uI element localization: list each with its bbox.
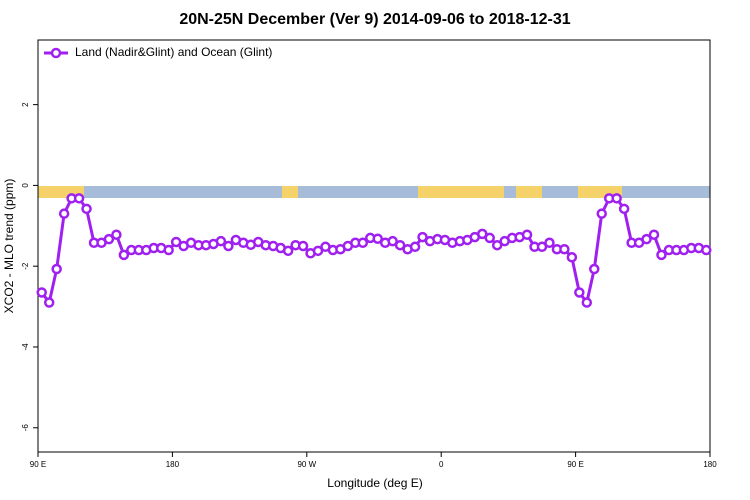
x-axis-label: Longitude (deg E) (327, 476, 422, 490)
data-point (297, 240, 309, 252)
data-point (81, 203, 92, 215)
data-point (36, 287, 47, 298)
legend: Land (Nadir&Glint) and Ocean (Glint) (44, 45, 272, 59)
data-point (491, 239, 503, 251)
x-tick-label: 0 (439, 460, 444, 469)
data-point (409, 241, 421, 253)
y-tick-label: -4 (21, 343, 30, 351)
data-point (566, 252, 578, 263)
data-point (282, 245, 294, 257)
chart-title: 20N-25N December (Ver 9) 2014-09-06 to 2… (179, 11, 570, 28)
data-point (417, 231, 428, 243)
data-point (73, 193, 85, 204)
data-point (641, 233, 652, 245)
x-tick-label: 180 (166, 460, 180, 469)
data-point (648, 229, 660, 240)
y-tick-label: -2 (21, 262, 30, 270)
data-point (43, 297, 55, 308)
x-tick-label: 90 E (567, 460, 583, 469)
data-point (163, 244, 174, 256)
data-point (223, 240, 234, 252)
data-point (596, 208, 607, 219)
data-point (170, 236, 182, 248)
data-point (544, 237, 555, 249)
data-point (477, 228, 488, 240)
data-point (521, 229, 533, 240)
x-tick-label: 90 E (30, 460, 46, 469)
data-point (611, 193, 622, 204)
data-point (387, 235, 398, 247)
data-point (581, 297, 593, 308)
y-tick-label: 2 (21, 102, 30, 107)
data-point (111, 229, 122, 240)
data-point (536, 241, 548, 253)
y-axis-label: XCO2 - MLO trend (ppm) (2, 179, 16, 314)
data-point (574, 287, 585, 298)
map-strip (38, 186, 710, 198)
data-point (51, 263, 62, 275)
data-point (484, 232, 495, 244)
data-point (103, 233, 115, 245)
data-point (357, 237, 369, 249)
data-point (618, 203, 630, 215)
x-tick-label: 90 W (297, 460, 316, 469)
data-point (394, 239, 406, 251)
data-point (118, 249, 130, 261)
data-point (656, 249, 667, 261)
data-point (559, 243, 570, 255)
x-tick-label: 180 (703, 460, 717, 469)
y-tick-label: 0 (21, 183, 30, 188)
data-point (589, 263, 600, 275)
data-point (58, 208, 70, 219)
data-point (312, 245, 324, 257)
plot-frame (37, 39, 711, 453)
data-point (701, 244, 712, 256)
legend-marker (50, 47, 62, 59)
y-tick-label: -6 (21, 424, 30, 432)
data-point (372, 233, 383, 244)
legend-label: Land (Nadir&Glint) and Ocean (Glint) (75, 45, 272, 59)
data-point (215, 235, 227, 247)
